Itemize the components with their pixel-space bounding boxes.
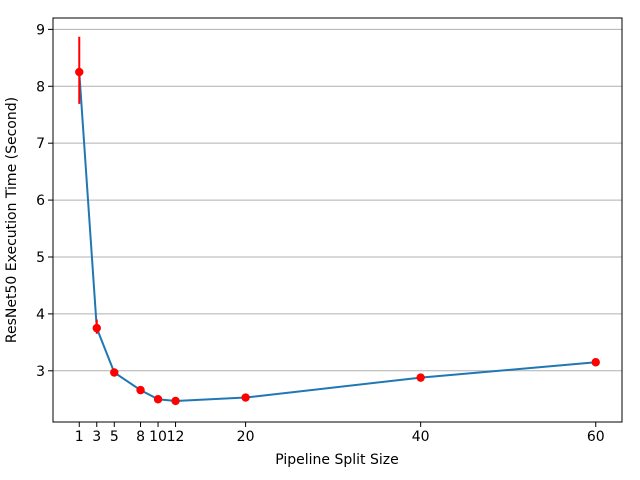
- y-tick-label: 6: [36, 193, 45, 209]
- data-point: [171, 396, 180, 406]
- data-point: [153, 395, 163, 404]
- x-tick-label: 40: [412, 429, 430, 445]
- data-point: [241, 393, 250, 402]
- x-tick-label: 3: [92, 429, 101, 445]
- data-point: [75, 67, 84, 77]
- y-tick-label: 5: [36, 250, 45, 266]
- y-tick-label: 8: [36, 79, 45, 95]
- y-tick-label: 3: [36, 364, 45, 380]
- data-point: [110, 368, 119, 377]
- data-point: [136, 385, 145, 395]
- x-axis-label: Pipeline Split Size: [275, 452, 398, 468]
- x-tick-label: 8: [136, 429, 145, 445]
- data-point: [591, 358, 600, 367]
- data-point: [416, 373, 425, 382]
- x-tick-label: 10: [149, 429, 167, 445]
- data-point: [92, 323, 101, 333]
- x-tick-label: 1: [75, 429, 84, 445]
- axes-spines: [52, 17, 623, 423]
- y-axis-label: ResNet50 Execution Time (Second): [4, 97, 20, 343]
- x-tick-label: 12: [167, 429, 185, 445]
- x-tick-label: 60: [587, 429, 605, 445]
- x-tick-label: 20: [237, 429, 255, 445]
- y-tick-label: 7: [36, 136, 45, 152]
- x-tick-label: 5: [110, 429, 119, 445]
- data-line: [78, 71, 597, 402]
- y-tick-label: 4: [36, 307, 45, 323]
- y-tick-label: 9: [36, 22, 45, 38]
